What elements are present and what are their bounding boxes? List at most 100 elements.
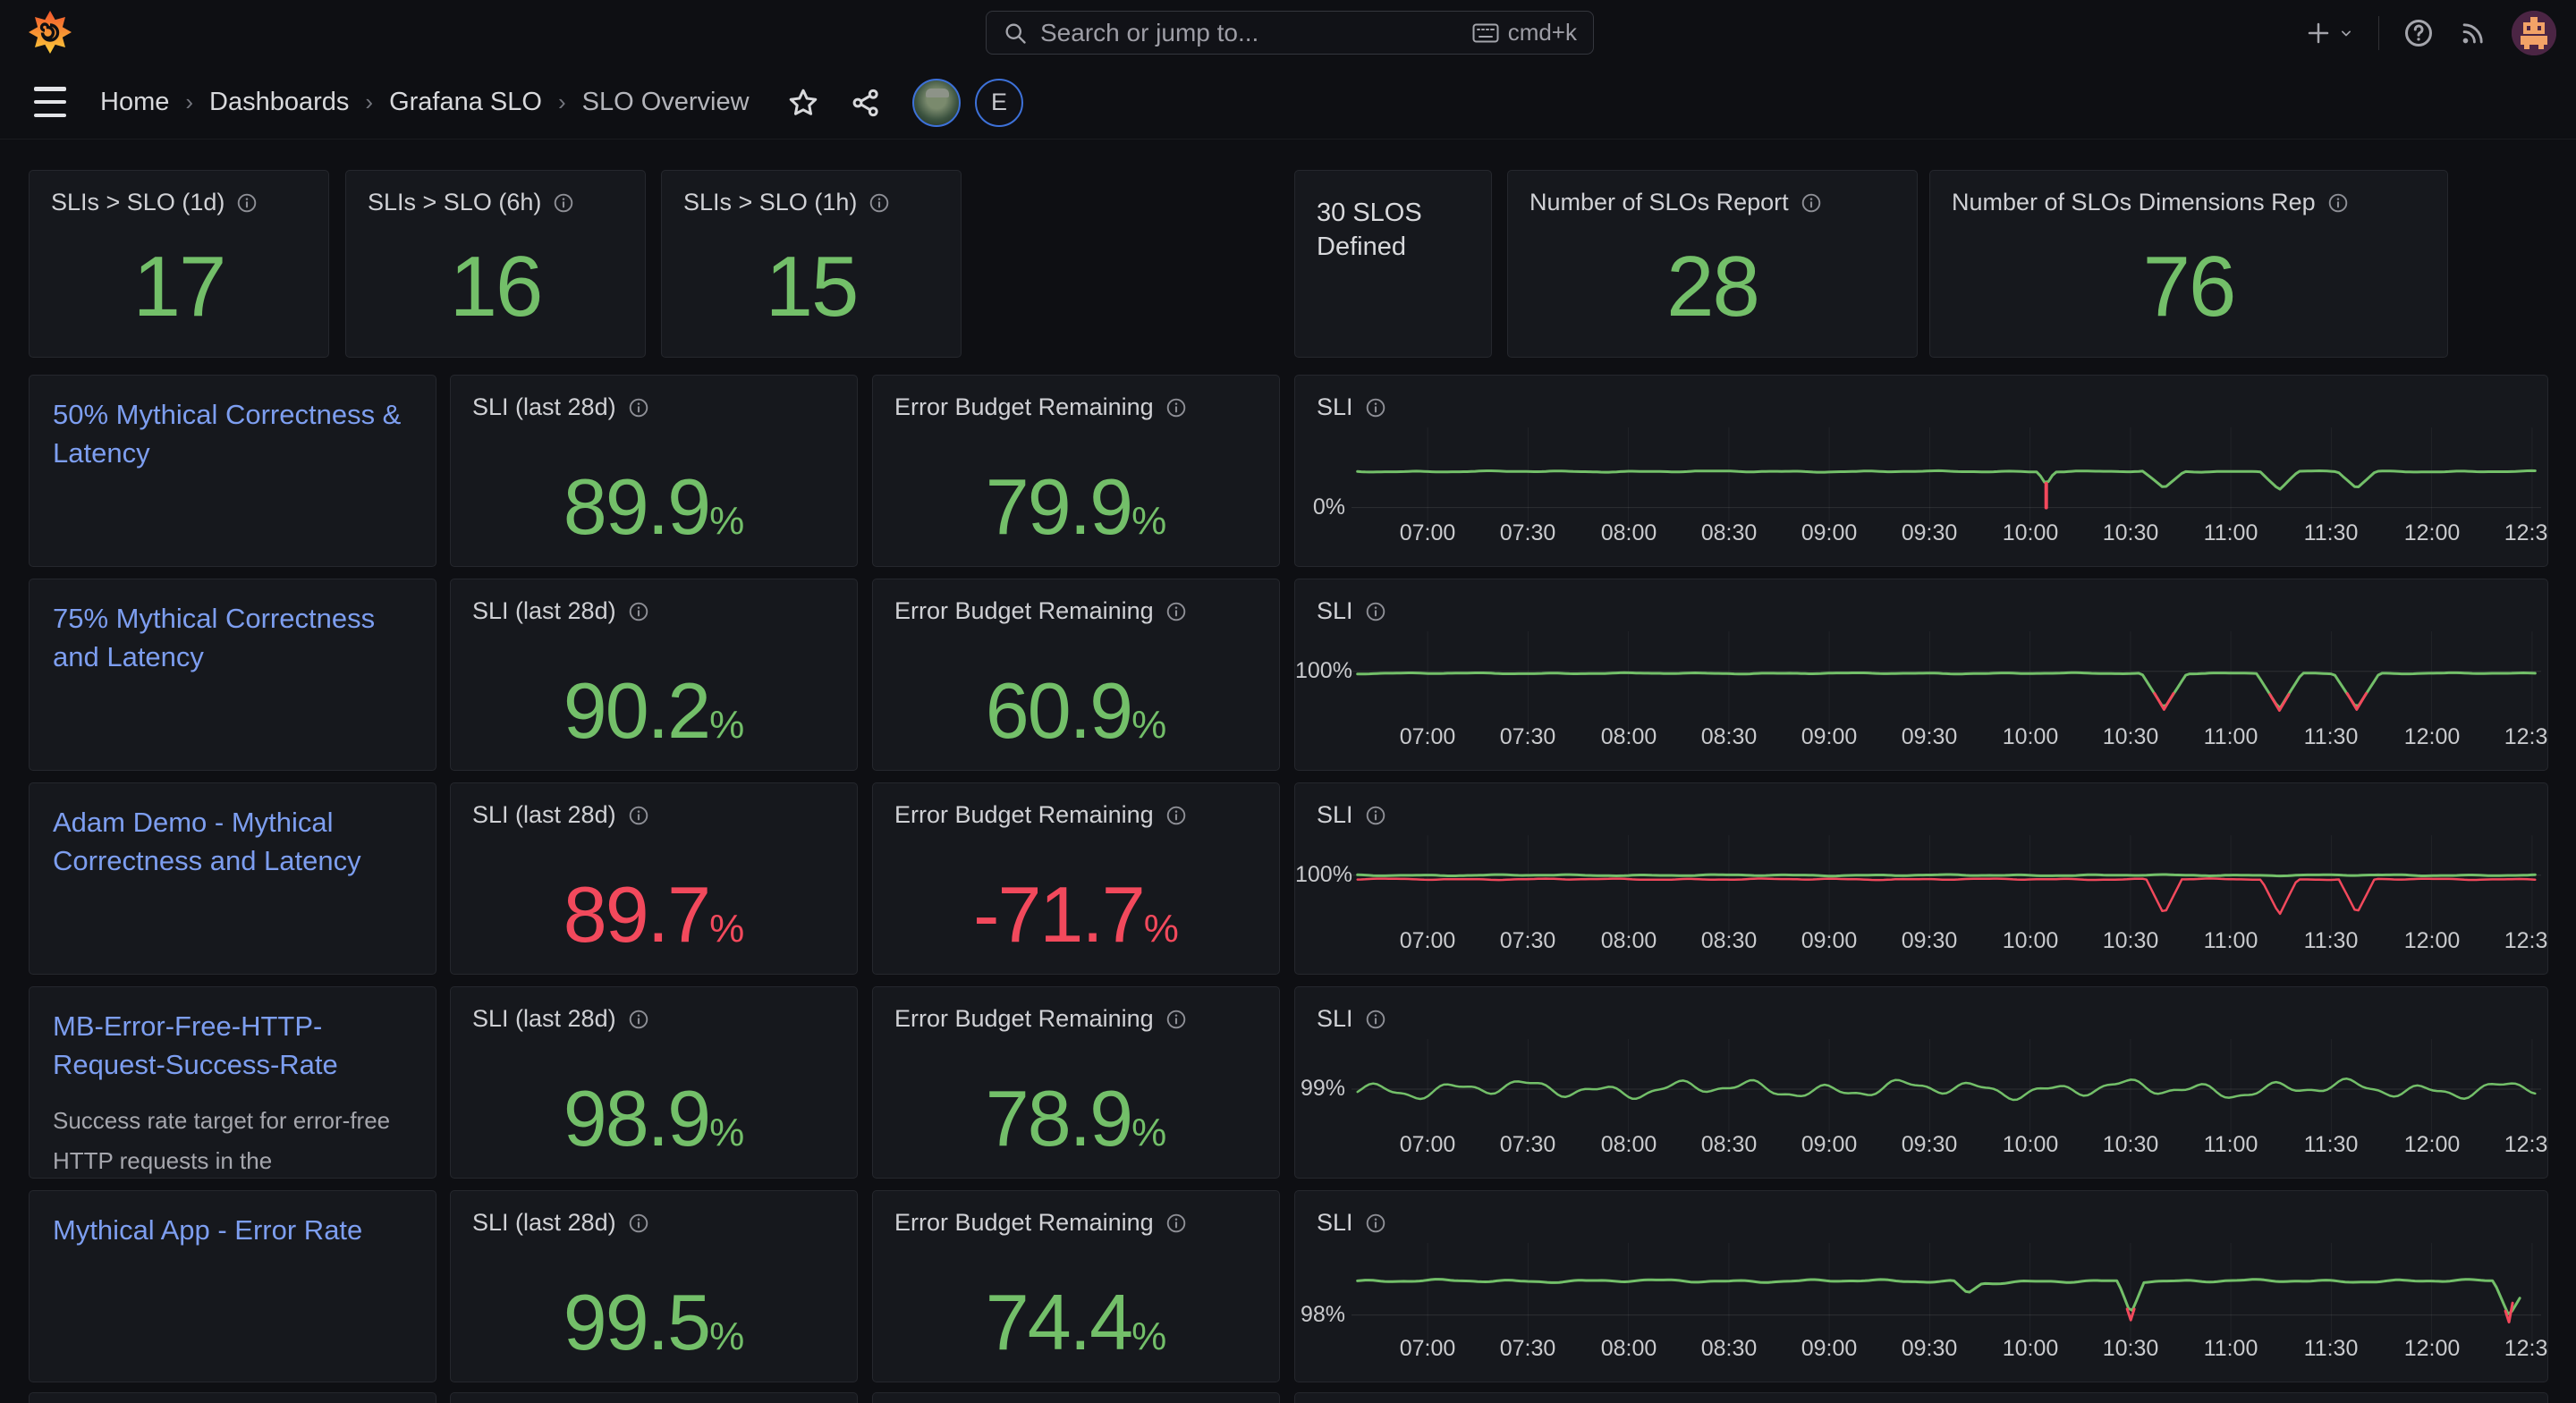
x-axis-tick: 10:30 [2102,520,2159,545]
search-placeholder: Search or jump to... [1040,18,1259,46]
info-icon[interactable] [236,192,258,214]
x-axis-tick: 09:30 [1901,520,1958,545]
sli-timeseries-chart: 100% 07:00 07:30 08:00 08:30 09:00 09:30 10:00 1… [1295,783,2547,974]
breadcrumb-grafana-slo[interactable]: Grafana SLO [389,88,542,116]
new-button[interactable] [2305,20,2355,46]
slo-name-panel: 75% Mythical Correctness and Latency [29,579,436,771]
rss-icon [2462,22,2483,43]
info-icon[interactable] [1365,1213,1386,1234]
slo-name-panel: 50% Mythical Correctness & Latency [29,375,436,567]
x-axis-tick: 12:30 [2504,520,2548,545]
error-budget-panel: Error Budget Remaining 74.4% [872,1190,1280,1382]
sli-good-line [1356,671,2537,710]
x-axis-tick: 08:30 [1700,1336,1758,1361]
sli-timeseries-chart: 100% 07:00 07:30 08:00 08:30 09:00 09:30 10:00 1… [1295,579,2547,770]
error-budget-value: -71.7% [973,870,1179,959]
x-axis-tick: 07:00 [1399,520,1456,545]
panel-header: Number of SLOs Dimensions Rep [1930,171,2447,216]
info-icon[interactable] [1365,805,1386,826]
stat-panel: Number of SLOs Report 28 [1507,170,1918,358]
x-axis-tick: 09:30 [1901,1336,1958,1361]
sli-timeseries-chart: 99% 07:00 07:30 08:00 08:30 09:00 09:30 10:00 10… [1295,987,2547,1178]
help-button[interactable] [2402,17,2435,49]
y-axis-label: 100% [1295,862,1352,887]
star-icon[interactable] [787,87,819,119]
x-axis-tick: 11:00 [2203,1132,2258,1157]
breadcrumb-home[interactable]: Home [100,88,170,116]
panel-title: SLIs > SLO (6h) [368,189,542,216]
info-icon[interactable] [628,1213,649,1234]
x-axis-tick: 09:00 [1801,724,1858,749]
info-icon[interactable] [869,192,890,214]
x-axis-tick: 07:30 [1499,1336,1556,1361]
info-icon[interactable] [1365,1009,1386,1030]
stat-value: 15 [765,239,860,334]
sli-value: 89.7% [563,870,745,959]
info-icon[interactable] [1165,601,1187,622]
x-axis-tick: 08:00 [1600,1336,1657,1361]
collaborator-avatar[interactable]: E [975,78,1023,127]
search-input[interactable]: Search or jump to... cmd+k [986,11,1594,55]
breadcrumb-dashboards[interactable]: Dashboards [209,88,350,116]
info-icon[interactable] [628,601,649,622]
x-axis-tick: 12:30 [2504,928,2548,953]
info-icon[interactable] [2327,192,2349,214]
info-icon[interactable] [1365,397,1386,418]
info-icon[interactable] [1165,397,1187,418]
plus-icon [2308,22,2329,43]
info-icon[interactable] [1801,192,1822,214]
share-icon[interactable] [850,87,882,119]
slo-link[interactable]: Mythical App - Error Rate [53,1214,363,1246]
slo-name-panel: Adam Demo - Mythical Correctness and Lat… [29,782,436,975]
x-axis-tick: 07:30 [1499,1132,1556,1157]
slo-link[interactable]: 50% Mythical Correctness & Latency [53,399,402,469]
top-navbar: Search or jump to... cmd+k [0,0,2576,65]
panel-header: SLIs > SLO (6h) [346,171,645,216]
slo-name-panel: Mythical App - Error Rate [29,1190,436,1382]
info-icon[interactable] [628,397,649,418]
y-axis-label: 100% [1295,658,1352,683]
x-axis-tick: 12:00 [2403,928,2461,953]
sli-stat-panel: SLI (last 28d) 99.5% [450,1190,858,1382]
breadcrumb-separator: › [185,89,194,115]
topbar-actions [2305,0,2556,65]
sli-stat-panel: SLI (last 28d) 98.9% [450,986,858,1179]
search-icon [1005,23,1026,44]
x-axis-tick: 09:30 [1901,1132,1958,1157]
slo-link[interactable]: 75% Mythical Correctness and Latency [53,603,376,673]
x-axis-tick: 11:00 [2203,1336,2258,1361]
slo-link[interactable]: Adam Demo - Mythical Correctness and Lat… [53,807,361,877]
info-icon[interactable] [553,192,574,214]
x-axis-tick: 10:00 [2002,520,2059,545]
panel-title: Error Budget Remaining [894,801,1154,828]
panel-title: SLI (last 28d) [472,1209,616,1236]
stat-text: 30 SLOS Defined [1317,199,1422,262]
dashboard-toolbar: Home › Dashboards › Grafana SLO › SLO Ov… [0,65,2576,185]
info-icon[interactable] [1165,805,1187,826]
sli-chart-panel: SLI 100% 07:00 07:30 08:00 08:30 09:00 09:30 10… [1294,782,2548,975]
stat-value: 28 [1666,239,1760,334]
info-icon[interactable] [628,805,649,826]
slo-link[interactable]: MB-Error-Free-HTTP-Request-Success-Rate [53,1010,338,1081]
info-icon[interactable] [1165,1213,1187,1234]
panel-title: Error Budget Remaining [894,393,1154,420]
sli-timeseries-chart: 98% 07:00 07:30 08:00 08:30 09:00 09:30 10:00 10… [1295,1191,2547,1382]
info-icon[interactable] [1365,601,1386,622]
sli-stat-panel: SLI (last 28d) 89.9% [450,375,858,567]
x-axis-tick: 07:30 [1499,928,1556,953]
panel-header: SLIs > SLO (1d) [30,171,328,216]
info-icon[interactable] [1165,1009,1187,1030]
user-avatar[interactable] [2512,10,2556,55]
x-axis-tick: 11:30 [2303,1132,2359,1157]
info-icon[interactable] [628,1009,649,1030]
x-axis-tick: 08:00 [1600,928,1657,953]
x-axis-tick: 09:00 [1801,1132,1858,1157]
keyboard-icon [1472,23,1499,42]
menu-button[interactable] [34,87,66,117]
viewer-avatar[interactable] [912,78,961,127]
sli-timeseries-chart: 0% 07:00 07:30 08:00 08:30 09:00 09:30 10:00 10:… [1295,376,2547,566]
news-button[interactable] [2458,18,2488,48]
next-row-panel-edge [872,1392,1280,1403]
grafana-logo-icon[interactable] [27,9,73,55]
